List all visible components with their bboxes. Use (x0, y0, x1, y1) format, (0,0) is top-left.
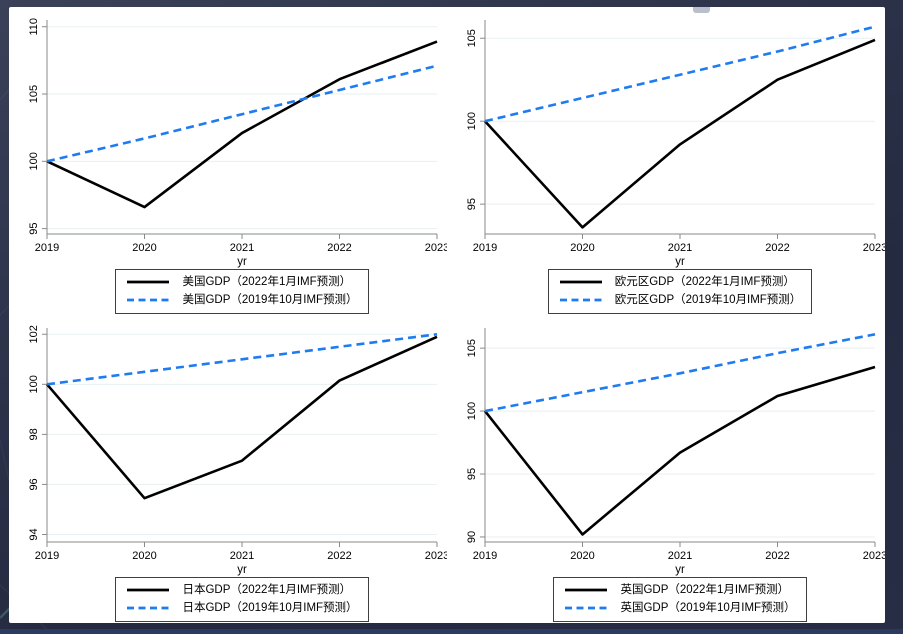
x-tick-label: 2021 (668, 550, 692, 562)
plot-area: 90 95 100 105 2019 2020 2021 2022 2023 yr (466, 328, 885, 576)
y-tick-label: 105 (28, 85, 40, 103)
legend-wrap: 日本GDP（2022年1月IMF预测） 日本GDP（2019年10月IMF预测） (23, 577, 461, 622)
y-tick-label: 102 (28, 325, 40, 343)
x-tick-label: 2021 (230, 242, 254, 254)
chart-uk-gdp: 90 95 100 105 2019 2020 2021 2022 2023 yr 英国GDP（20… (447, 315, 885, 623)
chart-grid: 95 100 105 110 2019 2020 2021 2022 2023 yr 美国GDP（2… (9, 7, 885, 623)
legend: 英国GDP（2022年1月IMF预测） 英国GDP（2019年10月IMF预测） (553, 577, 807, 622)
x-tick-label: 2021 (230, 550, 254, 562)
y-tick-label: 95 (28, 222, 40, 234)
legend-line-sample (565, 588, 608, 592)
legend-entry: 英国GDP（2022年1月IMF预测） (564, 581, 795, 599)
legend-label: 英国GDP（2019年10月IMF预测） (620, 602, 796, 614)
legend-entry: 日本GDP（2022年1月IMF预测） (126, 581, 357, 599)
series-line-dashed (484, 333, 876, 413)
legend-line-sample (127, 588, 170, 592)
legend: 美国GDP（2022年1月IMF预测） 美国GDP（2019年10月IMF预测） (115, 269, 369, 314)
chart-panel: 95 100 105 110 2019 2020 2021 2022 2023 yr 美国GDP（2… (9, 7, 885, 623)
legend-line-sample (127, 280, 170, 284)
legend-entry: 英国GDP（2019年10月IMF预测） (564, 599, 796, 617)
y-tick-label: 96 (28, 478, 40, 490)
plot-area: 94 96 98 100 102 2019 2020 2021 2022 2023 yr (28, 325, 447, 576)
y-tick-label: 94 (28, 528, 40, 540)
y-tick-label: 105 (466, 29, 478, 47)
legend-line-sample (565, 606, 608, 610)
legend-line-sample (127, 606, 170, 610)
x-tick-label: 2023 (425, 242, 447, 254)
chart-japan-gdp: 94 96 98 100 102 2019 2020 2021 2022 2023 yr 日本GDP（… (9, 315, 447, 623)
y-tick-label: 90 (466, 531, 478, 543)
x-axis-title: yr (675, 256, 685, 268)
legend-line-sample (559, 298, 602, 302)
legend-entry: 欧元区GDP（2019年10月IMF预测） (559, 291, 802, 309)
series-line-solid (46, 335, 438, 500)
y-tick-label: 100 (28, 375, 40, 393)
series-line-dashed (46, 332, 438, 386)
x-axis-title: yr (675, 564, 685, 576)
y-tick-label: 105 (466, 339, 478, 357)
series-line-dashed (46, 64, 438, 163)
x-tick-label: 2022 (765, 550, 789, 562)
plot-area: 95 100 105 110 2019 2020 2021 2022 2023 yr (28, 18, 447, 268)
x-tick-label: 2019 (473, 242, 497, 254)
chart-usa-gdp: 95 100 105 110 2019 2020 2021 2022 2023 yr 美国GDP（2… (9, 7, 447, 315)
legend: 欧元区GDP（2022年1月IMF预测） 欧元区GDP（2019年10月IMF预测… (547, 269, 813, 314)
series-line-solid (484, 38, 876, 229)
x-tick-label: 2019 (35, 550, 59, 562)
chart-eurozone-gdp: 95 100 105 2019 2020 2021 2022 2023 yr 欧元区GDP（202… (447, 7, 885, 315)
x-tick-label: 2023 (863, 242, 885, 254)
legend-label: 日本GDP（2019年10月IMF预测） (182, 602, 358, 614)
x-axis-title: yr (237, 256, 247, 268)
x-tick-label: 2020 (132, 550, 156, 562)
x-axis-title: yr (237, 564, 247, 576)
x-tick-label: 2022 (327, 550, 351, 562)
legend-label: 日本GDP（2022年1月IMF预测） (182, 584, 352, 596)
x-tick-label: 2020 (132, 242, 156, 254)
legend-line-sample (559, 280, 602, 284)
y-tick-label: 110 (28, 18, 40, 36)
y-tick-label: 100 (28, 152, 40, 170)
series-line-solid (483, 365, 876, 536)
x-tick-label: 2020 (570, 242, 594, 254)
x-tick-label: 2023 (425, 550, 447, 562)
legend-label: 欧元区GDP（2019年10月IMF预测） (614, 294, 802, 306)
y-tick-label: 100 (466, 402, 478, 420)
legend-label: 美国GDP（2022年1月IMF预测） (182, 276, 352, 288)
legend-wrap: 美国GDP（2022年1月IMF预测） 美国GDP（2019年10月IMF预测） (23, 269, 461, 314)
legend-label: 欧元区GDP（2022年1月IMF预测） (614, 276, 795, 288)
x-tick-label: 2020 (570, 550, 594, 562)
x-tick-label: 2019 (473, 550, 497, 562)
legend-entry: 美国GDP（2022年1月IMF预测） (126, 273, 357, 291)
legend: 日本GDP（2022年1月IMF预测） 日本GDP（2019年10月IMF预测） (115, 577, 369, 622)
x-tick-label: 2022 (327, 242, 351, 254)
legend-wrap: 欧元区GDP（2022年1月IMF预测） 欧元区GDP（2019年10月IMF预测… (461, 269, 899, 314)
y-tick-label: 98 (28, 428, 40, 440)
legend-label: 美国GDP（2019年10月IMF预测） (182, 294, 358, 306)
x-tick-label: 2019 (35, 242, 59, 254)
y-tick-label: 95 (466, 468, 478, 480)
y-tick-label: 100 (466, 112, 478, 130)
y-tick-label: 95 (466, 198, 478, 210)
legend-entry: 欧元区GDP（2022年1月IMF预测） (559, 273, 802, 291)
legend-line-sample (127, 298, 170, 302)
x-tick-label: 2022 (765, 242, 789, 254)
plot-area: 95 100 105 2019 2020 2021 2022 2023 yr (466, 20, 885, 268)
x-tick-label: 2021 (668, 242, 692, 254)
x-tick-label: 2023 (863, 550, 885, 562)
legend-entry: 美国GDP（2019年10月IMF预测） (126, 291, 358, 309)
bottom-accent-bar (0, 629, 903, 634)
top-tab-indicator (693, 7, 710, 13)
legend-entry: 日本GDP（2019年10月IMF预测） (126, 599, 358, 617)
legend-wrap: 英国GDP（2022年1月IMF预测） 英国GDP（2019年10月IMF预测） (461, 577, 899, 622)
legend-label: 英国GDP（2022年1月IMF预测） (620, 584, 790, 596)
series-line-solid (46, 40, 438, 209)
series-line-dashed (484, 25, 876, 123)
